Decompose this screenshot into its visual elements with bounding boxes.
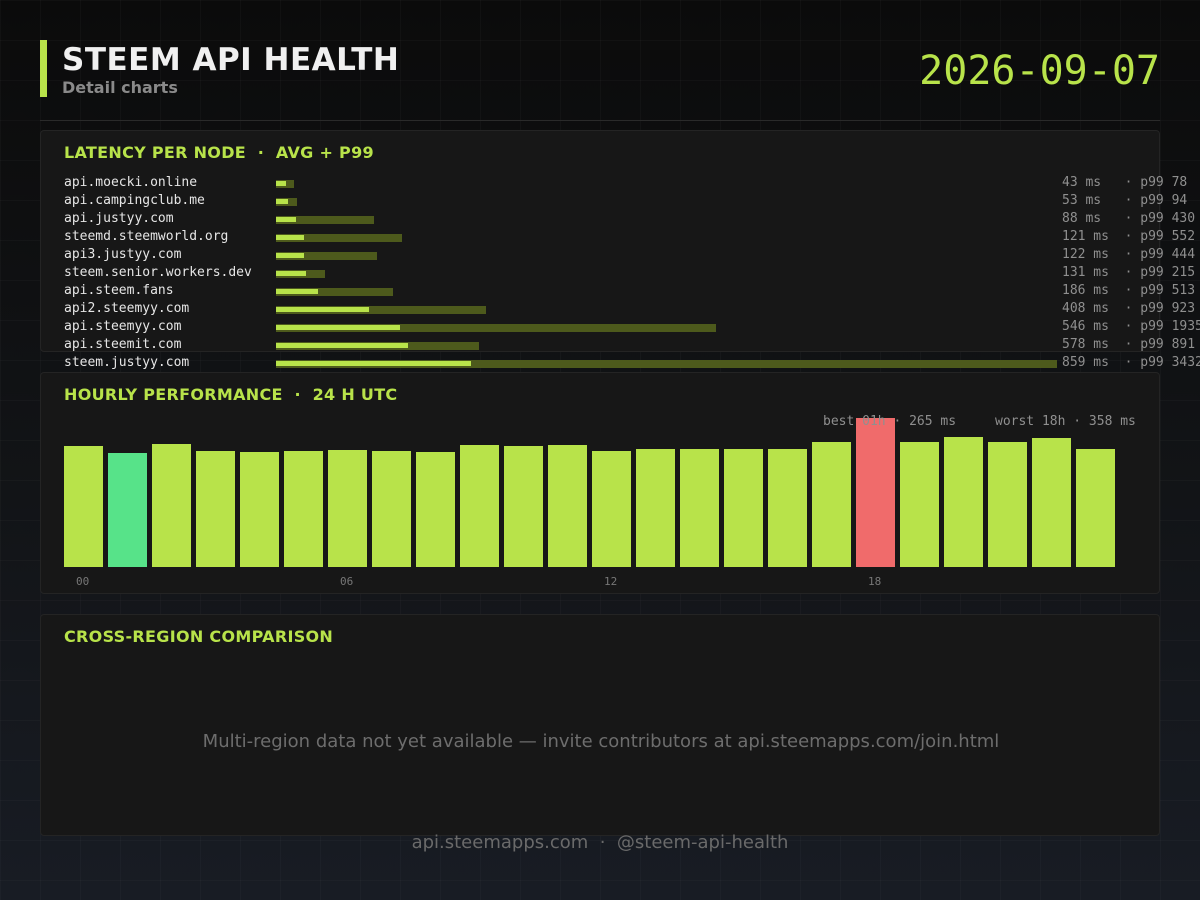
hourly-bar: [680, 449, 719, 567]
hourly-bar: [240, 452, 279, 567]
hourly-bar: [900, 442, 939, 567]
hourly-bar: [1076, 449, 1115, 567]
latency-p99-bar: [276, 360, 1057, 368]
hourly-bar: [548, 445, 587, 567]
hourly-bar: [328, 450, 367, 567]
cross-region-panel: CROSS-REGION COMPARISON Multi-region dat…: [40, 614, 1160, 836]
hourly-best-label: best 01h · 265 ms: [823, 414, 957, 429]
hourly-tick-label: 06: [340, 575, 354, 588]
hourly-tick-label: 00: [76, 575, 90, 588]
hourly-bar: [460, 445, 499, 567]
latency-panel-title: LATENCY PER NODE · AVG + P99: [64, 143, 374, 162]
title-accent-bar: [40, 40, 47, 97]
hourly-bar: [1032, 438, 1071, 567]
hourly-bar: [196, 451, 235, 567]
latency-row: steem.justyy.com 859 ms · p99 3432: [0, 355, 1200, 373]
hourly-bar: [592, 451, 631, 567]
page-subtitle: Detail charts: [62, 78, 178, 97]
hourly-tick-label: 12: [604, 575, 618, 588]
page-title: STEEM API HEALTH: [62, 42, 400, 78]
report-date: 2026-09-07: [919, 48, 1160, 94]
hourly-bar: [812, 442, 851, 567]
hourly-bar: [152, 444, 191, 567]
footer-links: api.steemapps.com · @steem-api-health: [411, 832, 789, 853]
latency-values: 859 ms · p99 3432: [1062, 355, 1200, 370]
hourly-tick-label: 18: [868, 575, 882, 588]
latency-panel: LATENCY PER NODE · AVG + P99: [40, 130, 1160, 352]
hourly-bar: [636, 449, 675, 567]
hourly-bar: [856, 418, 895, 567]
hourly-bar: [64, 446, 103, 567]
hourly-bar: [504, 446, 543, 567]
latency-avg-bar: [276, 361, 471, 366]
cross-region-empty-message: Multi-region data not yet available — in…: [202, 731, 1000, 752]
latency-node-name: steem.justyy.com: [64, 355, 190, 370]
hourly-bar: [944, 437, 983, 567]
hourly-panel-title: HOURLY PERFORMANCE · 24 H UTC: [64, 385, 398, 404]
hourly-bar: [768, 449, 807, 567]
cross-region-panel-title: CROSS-REGION COMPARISON: [64, 627, 334, 646]
hourly-bar: [284, 451, 323, 567]
hourly-worst-label: worst 18h · 358 ms: [995, 414, 1136, 429]
header-divider: [40, 120, 1160, 121]
hourly-bar: [108, 453, 147, 567]
hourly-bar: [372, 451, 411, 567]
hourly-bar: [988, 442, 1027, 567]
hourly-bar: [416, 452, 455, 567]
hourly-bar: [724, 449, 763, 567]
